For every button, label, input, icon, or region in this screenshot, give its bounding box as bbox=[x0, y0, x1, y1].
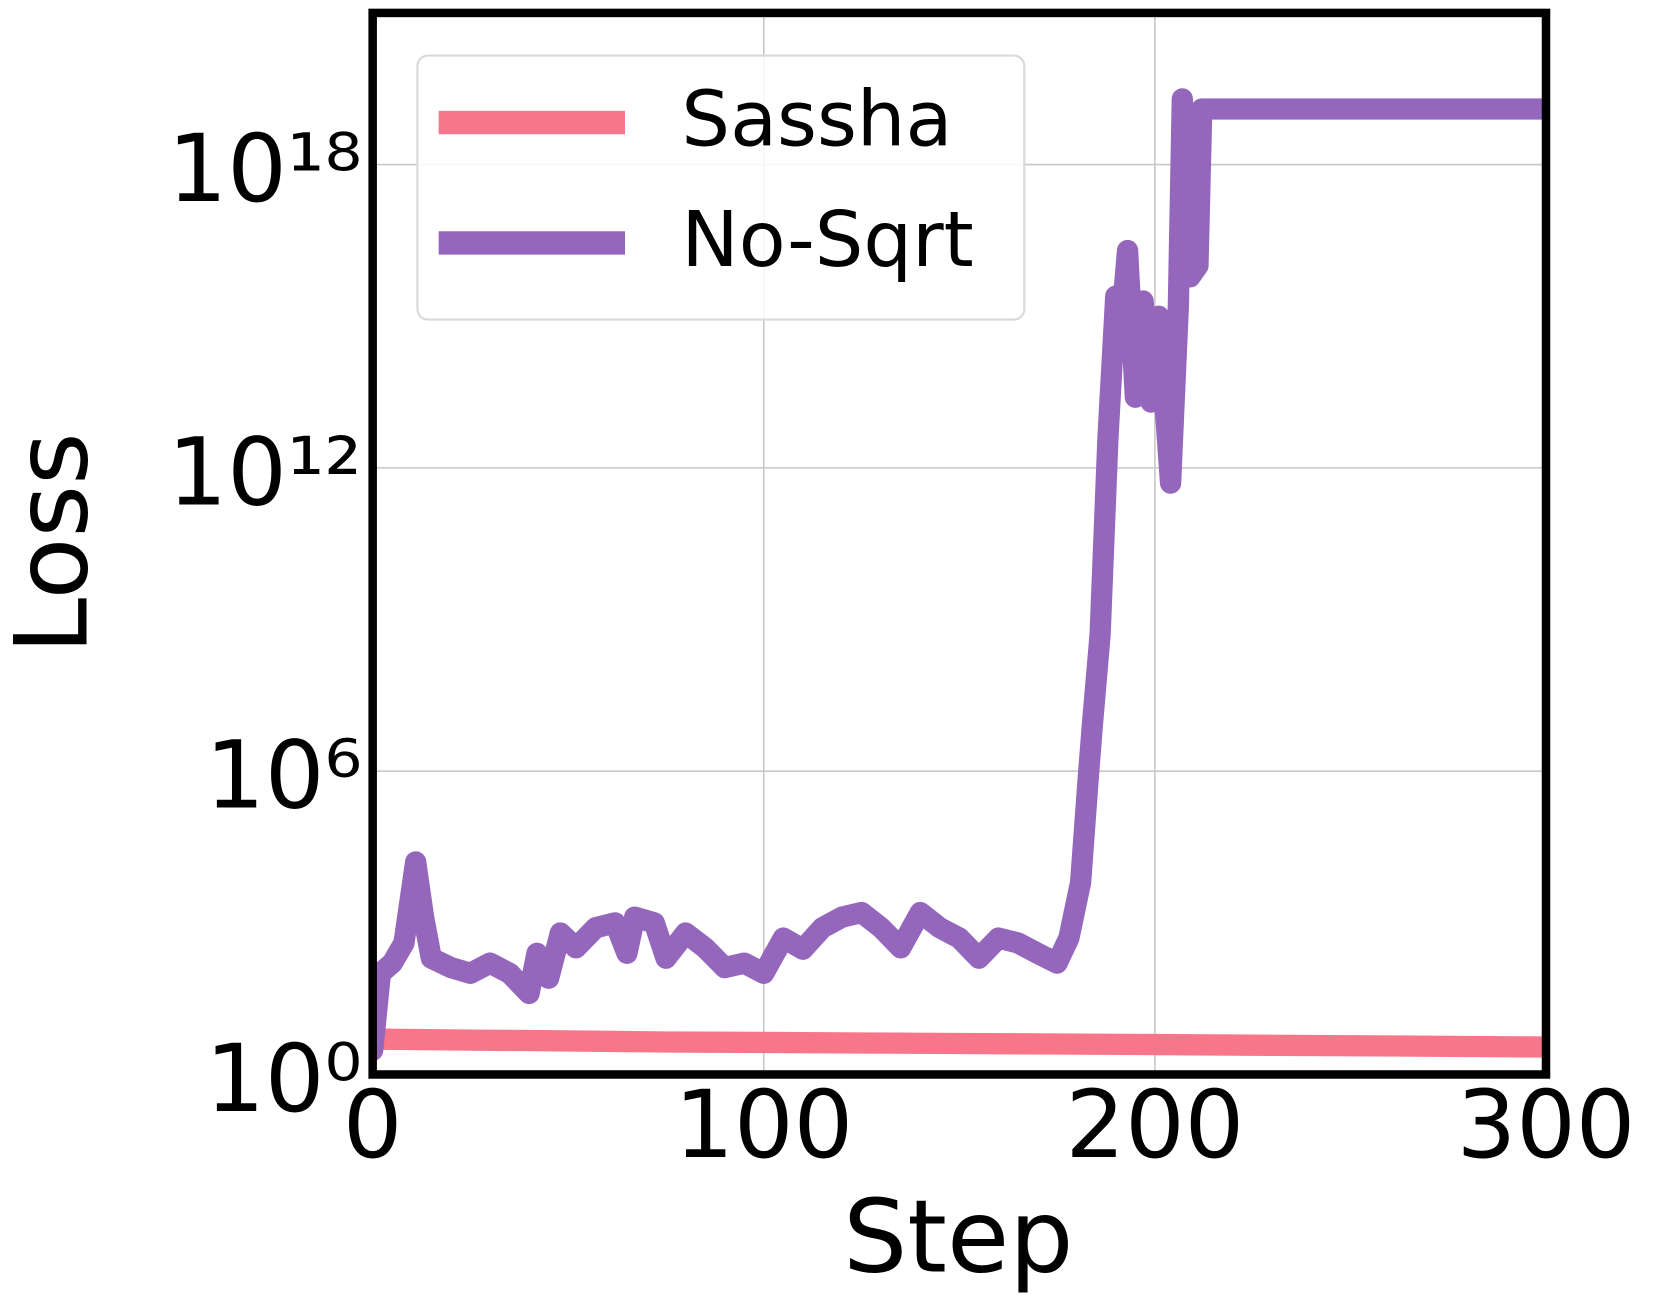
x-axis-label: Step bbox=[843, 1178, 1073, 1296]
legend-label: Sassha bbox=[681, 76, 952, 165]
x-tick-label: 200 bbox=[1065, 1071, 1244, 1180]
y-tick-label: 10¹⁸ bbox=[168, 115, 362, 224]
y-tick-label: 10¹² bbox=[168, 418, 362, 527]
lines bbox=[372, 88, 1547, 1061]
y-tick-label: 10⁶ bbox=[205, 722, 362, 831]
series-line bbox=[372, 1028, 1547, 1058]
plot-frame bbox=[368, 8, 1551, 1079]
legend: Sassha No-Sqrt bbox=[416, 54, 1026, 321]
y-tick-label: 10⁰ bbox=[205, 1025, 362, 1134]
x-tick-label: 100 bbox=[674, 1071, 853, 1180]
x-tick-label: 300 bbox=[1457, 1071, 1636, 1180]
legend-label: No-Sqrt bbox=[681, 196, 973, 285]
x-tick-label: 0 bbox=[343, 1071, 403, 1180]
ticks: 0 100 200 300 10⁰ 10⁶ 10¹² 10¹⁸ bbox=[168, 115, 1636, 1180]
y-axis-label: Loss bbox=[0, 432, 110, 654]
series-line bbox=[372, 88, 1547, 1061]
